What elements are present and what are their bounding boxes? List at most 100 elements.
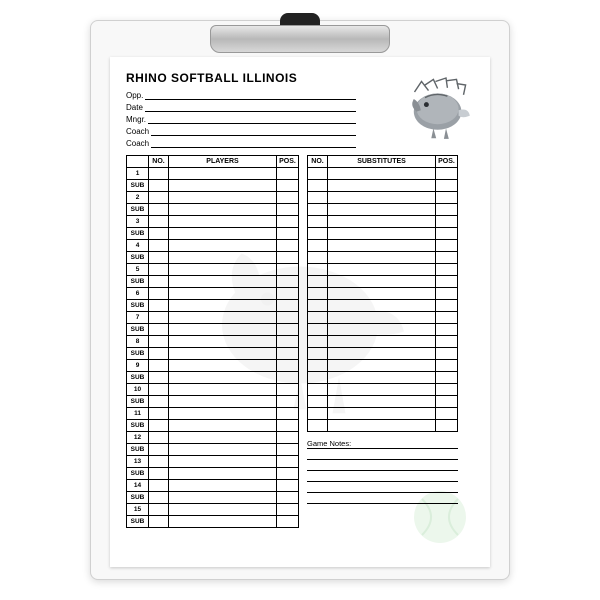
player-sub-name-cell[interactable] xyxy=(169,468,277,480)
player-sub-name-cell[interactable] xyxy=(169,276,277,288)
player-name-cell[interactable] xyxy=(169,432,277,444)
player-pos-cell[interactable] xyxy=(277,168,299,180)
player-sub-no-cell[interactable] xyxy=(149,492,169,504)
player-sub-pos-cell[interactable] xyxy=(277,276,299,288)
player-no-cell[interactable] xyxy=(149,264,169,276)
sub-no-cell[interactable] xyxy=(308,372,328,384)
player-sub-no-cell[interactable] xyxy=(149,252,169,264)
sub-name-cell[interactable] xyxy=(328,240,436,252)
sub-name-cell[interactable] xyxy=(328,336,436,348)
player-sub-pos-cell[interactable] xyxy=(277,180,299,192)
player-name-cell[interactable] xyxy=(169,216,277,228)
sub-no-cell[interactable] xyxy=(308,348,328,360)
sub-pos-cell[interactable] xyxy=(436,288,458,300)
sub-pos-cell[interactable] xyxy=(436,408,458,420)
coach1-field[interactable] xyxy=(151,127,356,136)
sub-pos-cell[interactable] xyxy=(436,264,458,276)
player-no-cell[interactable] xyxy=(149,336,169,348)
player-sub-no-cell[interactable] xyxy=(149,420,169,432)
sub-pos-cell[interactable] xyxy=(436,324,458,336)
player-pos-cell[interactable] xyxy=(277,336,299,348)
notes-line[interactable] xyxy=(307,471,458,482)
sub-no-cell[interactable] xyxy=(308,264,328,276)
player-sub-name-cell[interactable] xyxy=(169,180,277,192)
notes-line[interactable]: Game Notes: xyxy=(307,438,458,449)
player-name-cell[interactable] xyxy=(169,312,277,324)
sub-name-cell[interactable] xyxy=(328,384,436,396)
player-sub-no-cell[interactable] xyxy=(149,324,169,336)
player-no-cell[interactable] xyxy=(149,456,169,468)
sub-name-cell[interactable] xyxy=(328,180,436,192)
player-sub-pos-cell[interactable] xyxy=(277,348,299,360)
sub-pos-cell[interactable] xyxy=(436,228,458,240)
player-no-cell[interactable] xyxy=(149,504,169,516)
player-no-cell[interactable] xyxy=(149,432,169,444)
sub-pos-cell[interactable] xyxy=(436,252,458,264)
date-field[interactable] xyxy=(145,103,356,112)
player-name-cell[interactable] xyxy=(169,360,277,372)
player-sub-name-cell[interactable] xyxy=(169,204,277,216)
player-sub-no-cell[interactable] xyxy=(149,204,169,216)
sub-pos-cell[interactable] xyxy=(436,276,458,288)
player-pos-cell[interactable] xyxy=(277,384,299,396)
player-sub-pos-cell[interactable] xyxy=(277,228,299,240)
sub-no-cell[interactable] xyxy=(308,300,328,312)
player-sub-pos-cell[interactable] xyxy=(277,396,299,408)
coach2-field[interactable] xyxy=(151,139,356,148)
player-sub-name-cell[interactable] xyxy=(169,516,277,528)
player-no-cell[interactable] xyxy=(149,408,169,420)
sub-pos-cell[interactable] xyxy=(436,372,458,384)
sub-name-cell[interactable] xyxy=(328,168,436,180)
player-pos-cell[interactable] xyxy=(277,216,299,228)
player-sub-no-cell[interactable] xyxy=(149,300,169,312)
sub-name-cell[interactable] xyxy=(328,204,436,216)
player-name-cell[interactable] xyxy=(169,384,277,396)
player-sub-name-cell[interactable] xyxy=(169,252,277,264)
player-name-cell[interactable] xyxy=(169,264,277,276)
sub-no-cell[interactable] xyxy=(308,324,328,336)
player-sub-pos-cell[interactable] xyxy=(277,516,299,528)
sub-no-cell[interactable] xyxy=(308,204,328,216)
sub-name-cell[interactable] xyxy=(328,360,436,372)
mngr-field[interactable] xyxy=(148,115,356,124)
player-sub-pos-cell[interactable] xyxy=(277,300,299,312)
player-pos-cell[interactable] xyxy=(277,192,299,204)
sub-pos-cell[interactable] xyxy=(436,216,458,228)
sub-no-cell[interactable] xyxy=(308,192,328,204)
sub-no-cell[interactable] xyxy=(308,336,328,348)
player-pos-cell[interactable] xyxy=(277,240,299,252)
sub-name-cell[interactable] xyxy=(328,252,436,264)
sub-no-cell[interactable] xyxy=(308,396,328,408)
player-no-cell[interactable] xyxy=(149,288,169,300)
sub-no-cell[interactable] xyxy=(308,180,328,192)
sub-no-cell[interactable] xyxy=(308,420,328,432)
sub-pos-cell[interactable] xyxy=(436,312,458,324)
player-sub-pos-cell[interactable] xyxy=(277,252,299,264)
player-sub-name-cell[interactable] xyxy=(169,348,277,360)
sub-no-cell[interactable] xyxy=(308,168,328,180)
player-sub-pos-cell[interactable] xyxy=(277,372,299,384)
player-name-cell[interactable] xyxy=(169,288,277,300)
player-name-cell[interactable] xyxy=(169,504,277,516)
player-no-cell[interactable] xyxy=(149,312,169,324)
sub-no-cell[interactable] xyxy=(308,240,328,252)
player-pos-cell[interactable] xyxy=(277,312,299,324)
sub-name-cell[interactable] xyxy=(328,192,436,204)
sub-no-cell[interactable] xyxy=(308,288,328,300)
sub-name-cell[interactable] xyxy=(328,408,436,420)
notes-line[interactable] xyxy=(307,449,458,460)
player-name-cell[interactable] xyxy=(169,168,277,180)
player-no-cell[interactable] xyxy=(149,168,169,180)
player-name-cell[interactable] xyxy=(169,240,277,252)
opp-field[interactable] xyxy=(145,91,356,100)
player-no-cell[interactable] xyxy=(149,240,169,252)
player-sub-name-cell[interactable] xyxy=(169,444,277,456)
sub-pos-cell[interactable] xyxy=(436,348,458,360)
player-sub-pos-cell[interactable] xyxy=(277,324,299,336)
player-name-cell[interactable] xyxy=(169,192,277,204)
sub-pos-cell[interactable] xyxy=(436,240,458,252)
sub-pos-cell[interactable] xyxy=(436,204,458,216)
player-name-cell[interactable] xyxy=(169,480,277,492)
player-sub-no-cell[interactable] xyxy=(149,348,169,360)
player-sub-no-cell[interactable] xyxy=(149,516,169,528)
